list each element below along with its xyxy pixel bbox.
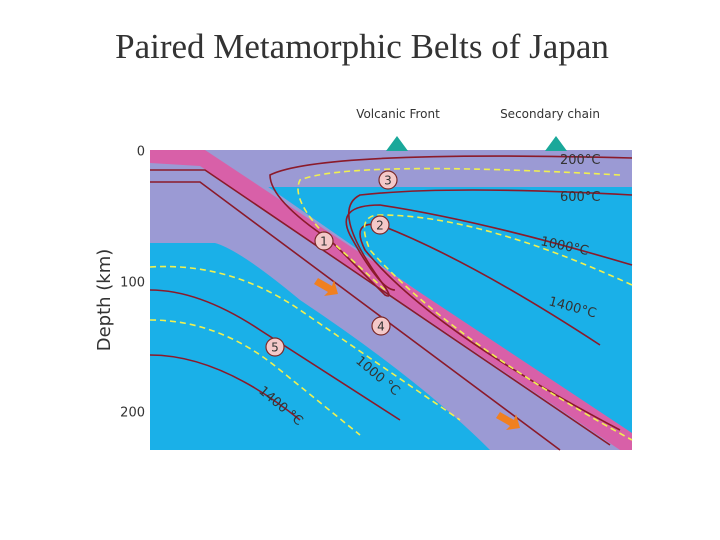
zone-label: 2 <box>376 219 384 233</box>
isotherm-label: 200°C <box>560 153 600 168</box>
zone-marker: 3 <box>378 170 398 190</box>
flow-lines <box>149 167 633 441</box>
cross-section <box>149 136 633 451</box>
arrow <box>314 278 338 296</box>
zone-label: 1 <box>320 235 328 249</box>
zone-marker: 4 <box>371 316 391 336</box>
flow-line <box>149 265 461 421</box>
oceanic-crust <box>150 150 632 450</box>
surface-label: Secondary chain <box>500 107 600 121</box>
zone-label: 5 <box>271 341 279 355</box>
tick-label: 200 <box>120 406 145 421</box>
isotherm <box>150 169 611 446</box>
isotherm <box>359 223 621 431</box>
isotherm <box>269 155 633 297</box>
arrow <box>496 412 520 430</box>
isotherm <box>150 181 561 451</box>
isotherms <box>149 155 633 451</box>
zone-marker: 2 <box>370 215 390 235</box>
volcano <box>545 136 567 151</box>
flow-line <box>149 319 361 436</box>
volcano <box>386 136 408 151</box>
tick-label: 0 <box>137 145 145 160</box>
zone-marker: 1 <box>314 231 334 251</box>
zone-marker: 5 <box>265 337 285 357</box>
flow-line <box>363 214 633 441</box>
axis-label: Depth (km) <box>94 249 115 352</box>
isotherm <box>149 354 301 421</box>
tick-label: 100 <box>120 276 145 291</box>
title: Paired Metamorphic Belts of Japan <box>115 27 609 66</box>
zone-label: 3 <box>384 174 392 188</box>
isotherm <box>149 289 401 421</box>
isotherm <box>345 204 633 291</box>
surface-label: Volcanic Front <box>356 107 440 121</box>
isotherm-label: 600°C <box>560 190 600 205</box>
zone-label: 4 <box>377 320 385 334</box>
